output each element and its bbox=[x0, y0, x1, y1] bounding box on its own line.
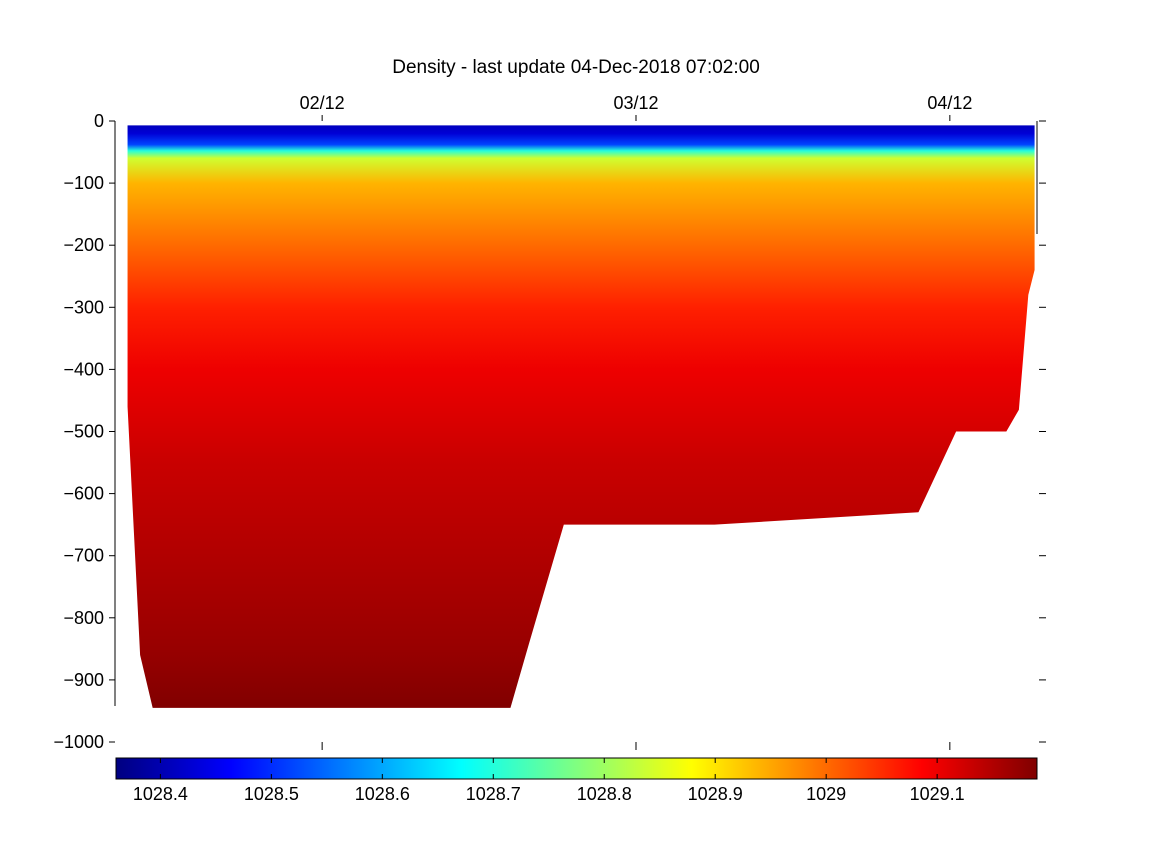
y-tick-label: −800 bbox=[63, 608, 104, 628]
y-tick-label: −700 bbox=[63, 546, 104, 566]
chart-title: Density - last update 04-Dec-2018 07:02:… bbox=[392, 57, 760, 78]
density-section bbox=[127, 125, 1035, 708]
y-tick-label: −900 bbox=[63, 670, 104, 690]
y-tick-label: −100 bbox=[63, 173, 104, 193]
colorbar-tick-label: 1028.9 bbox=[688, 784, 743, 804]
colorbar-tick-label: 1028.7 bbox=[466, 784, 521, 804]
x-tick-label: 04/12 bbox=[927, 93, 972, 113]
colorbar-tick-label: 1028.5 bbox=[244, 784, 299, 804]
x-tick-label: 02/12 bbox=[300, 93, 345, 113]
y-tick-label: −600 bbox=[63, 484, 104, 504]
colorbar: 1028.4 1028.5 1028.6 1028.7 1028.8 1028.9 1029… bbox=[115, 757, 1038, 804]
colorbar-tick-label: 1029 bbox=[806, 784, 846, 804]
axes bbox=[114, 121, 1038, 706]
y-axis-ticks: 0 −100 −200 −300 −400 −500 −600 −700 −800 −900 −10… bbox=[53, 111, 1046, 752]
colorbar-bar bbox=[115, 757, 1038, 780]
colorbar-tick-label: 1028.4 bbox=[133, 784, 188, 804]
y-tick-label: 0 bbox=[94, 111, 104, 131]
y-tick-label: −500 bbox=[63, 422, 104, 442]
colorbar-ticks: 1028.4 1028.5 1028.6 1028.7 1028.8 1028.9 1029… bbox=[133, 758, 965, 804]
colorbar-tick-label: 1029.1 bbox=[910, 784, 965, 804]
plot-area bbox=[127, 125, 1035, 708]
x-axis-ticks: 02/12 03/12 04/12 bbox=[300, 93, 972, 750]
x-tick-label: 03/12 bbox=[613, 93, 658, 113]
y-tick-label: −400 bbox=[63, 359, 104, 379]
y-tick-label: −1000 bbox=[53, 732, 104, 752]
y-tick-label: −300 bbox=[63, 297, 104, 317]
y-tick-label: −200 bbox=[63, 235, 104, 255]
colorbar-tick-label: 1028.6 bbox=[355, 784, 410, 804]
colorbar-tick-label: 1028.8 bbox=[577, 784, 632, 804]
